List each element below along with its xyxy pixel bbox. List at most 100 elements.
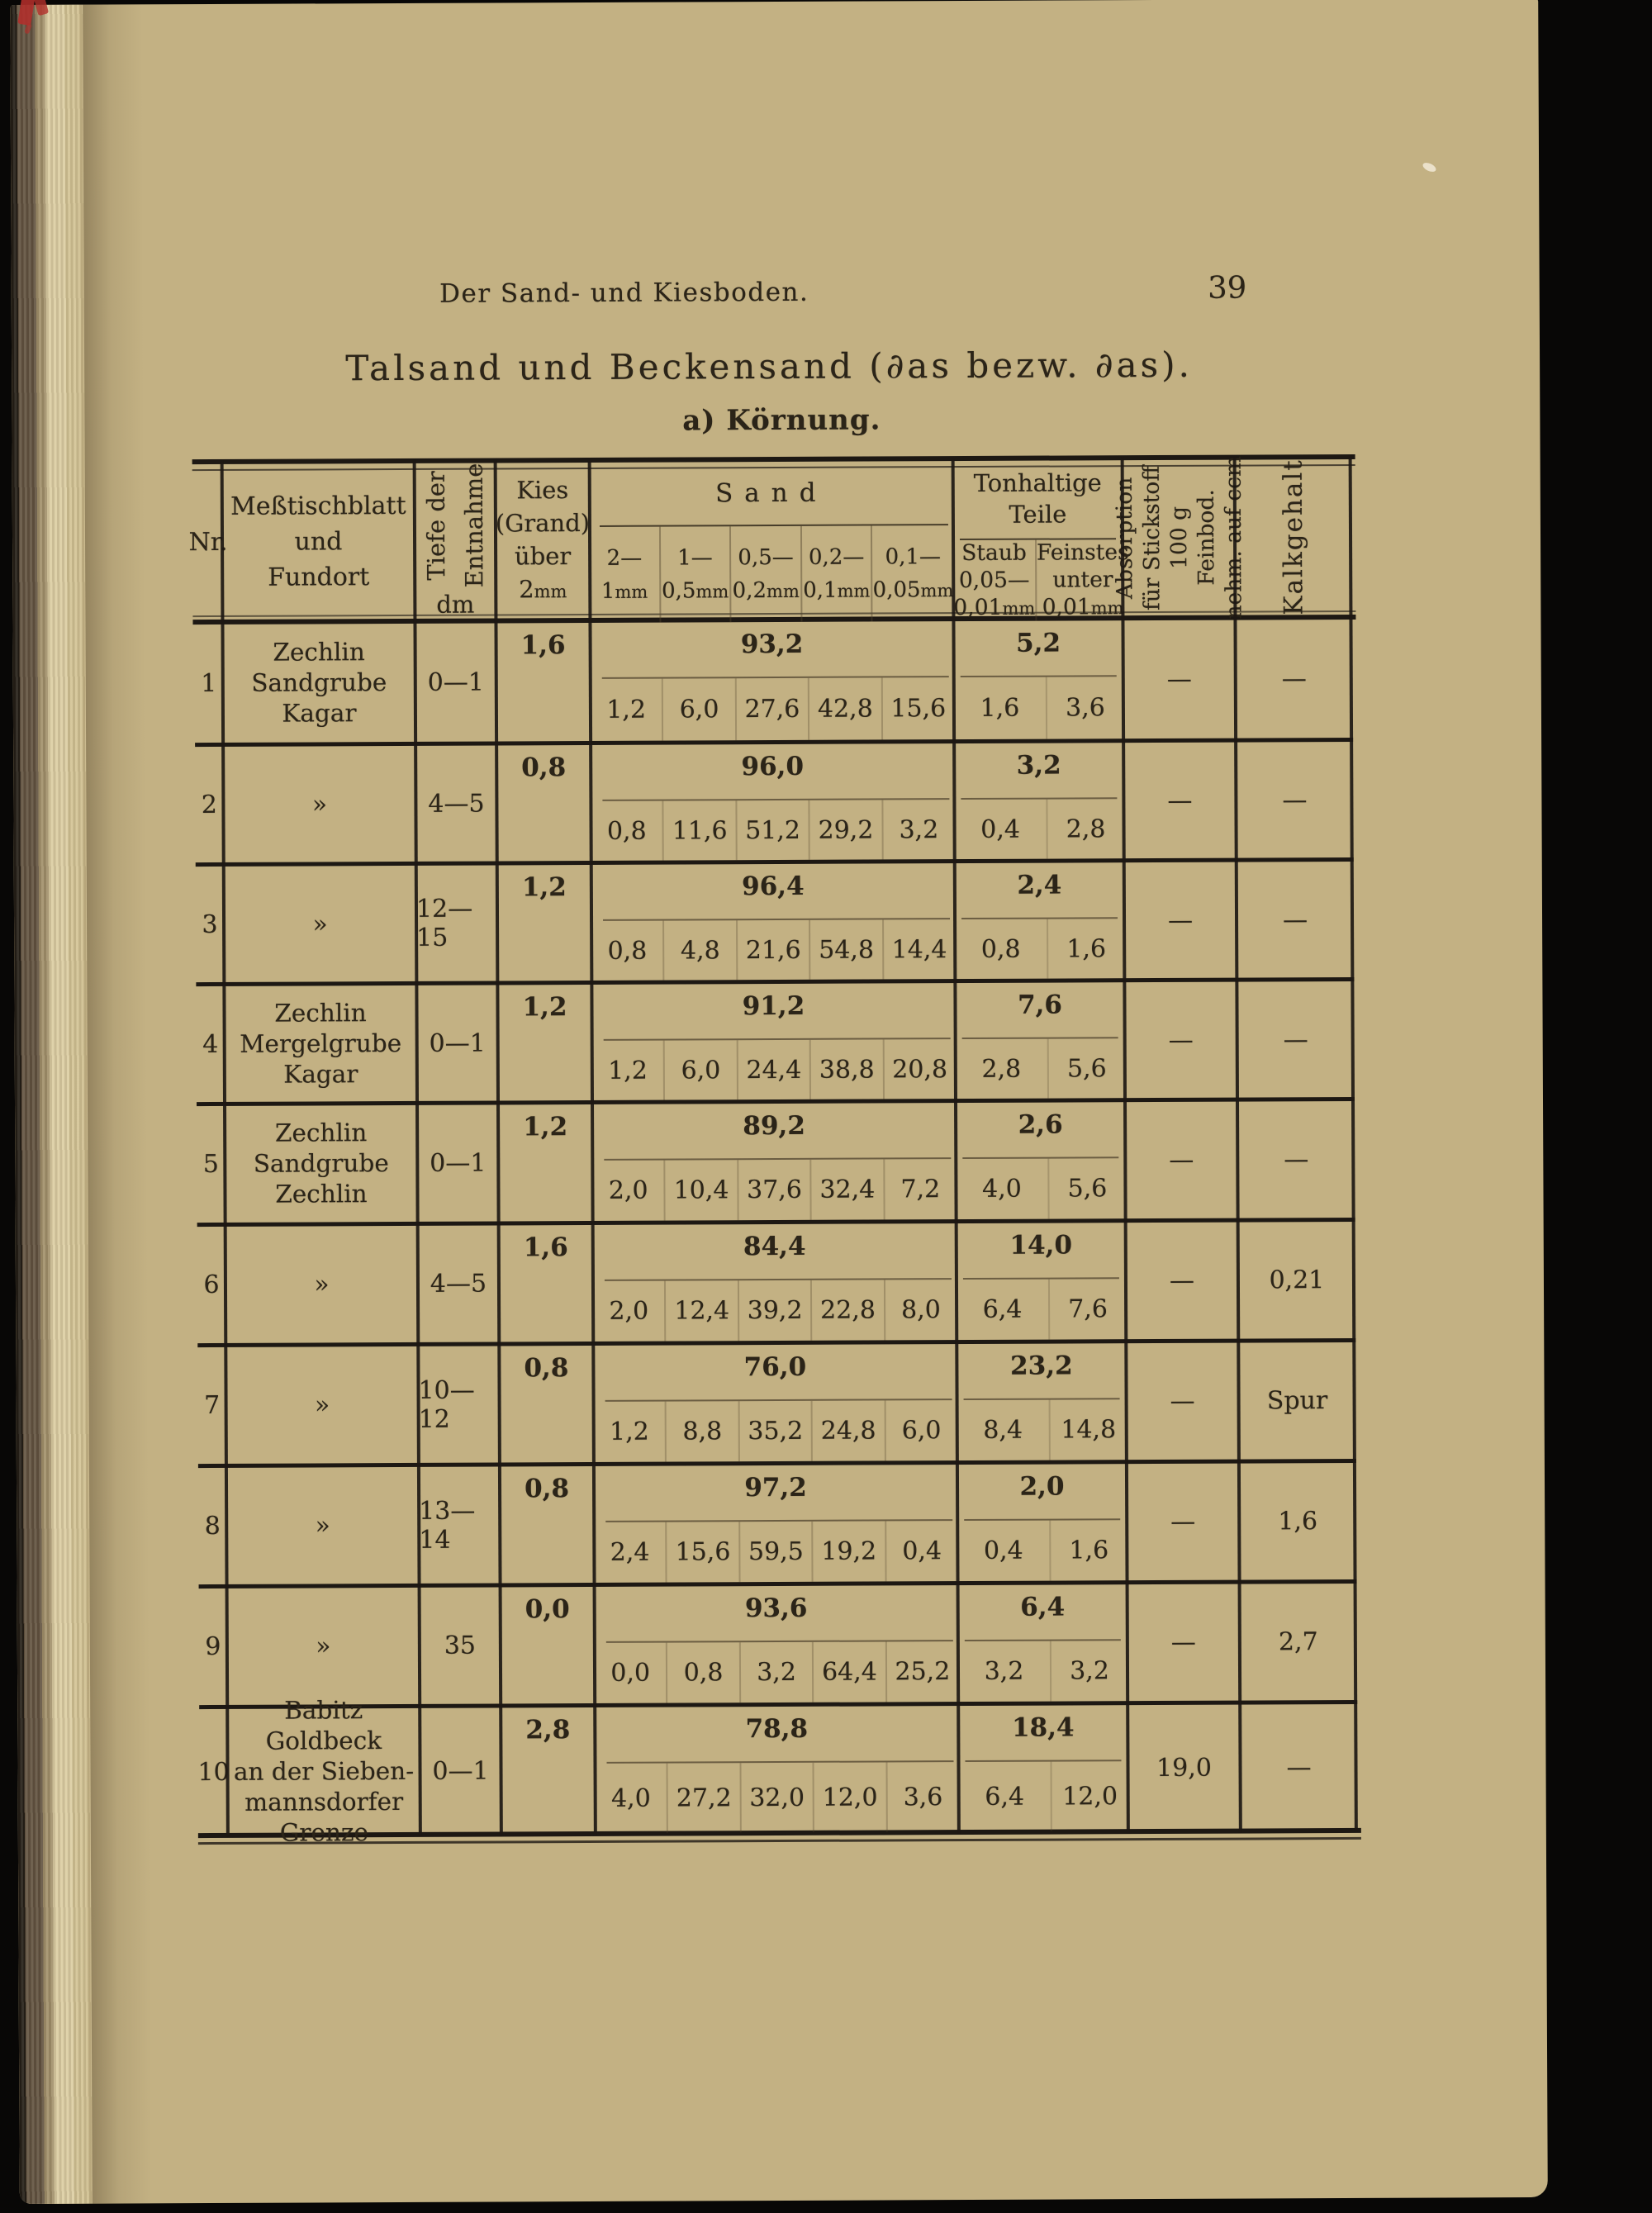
sand-subvalue: 15,6 — [881, 677, 955, 740]
tiefe-cell: 0—1 — [429, 1028, 486, 1058]
tiefe-cell: 0—1 — [430, 1148, 487, 1178]
text-line: Kagar — [283, 1059, 358, 1089]
sand-subvalue: 21,6 — [735, 919, 809, 981]
table-row: 8 » 13—14 0,8 97,2 2,4 15,6 59,5 19,2 0,4 2,… — [197, 1462, 1357, 1589]
header-sand-group: Sand 2— 1mm 1— 0,5mm 0,5— 0,2mm 0,2— 0,1mm 0,1— 0… — [590, 456, 954, 623]
sand-subvalue: 12,4 — [664, 1280, 738, 1342]
fundort-cell: » — [225, 1346, 419, 1464]
fundort-cell: » — [227, 1588, 420, 1705]
sand-subvalue: 54,8 — [809, 919, 882, 980]
table-row: 10 Babitz Goldbeck an der Sieben-mannsdor… — [197, 1696, 1358, 1846]
tiefe-cell: 10—12 — [418, 1375, 475, 1434]
ton-subvalues: 0,4 2,8 — [954, 799, 1124, 859]
grain-table: Nr. Meßtischblatt und Fundort Tiefe der Ent… — [188, 454, 1361, 1855]
sand-subvalue: 27,2 — [666, 1763, 740, 1833]
sand-subvalue: 0,8 — [606, 816, 647, 846]
header-nr: Nr. — [188, 527, 228, 557]
text-line: » — [311, 789, 328, 818]
sand-subvalue: 29,2 — [808, 800, 882, 860]
book-page: Der Sand- und Kiesboden. 39 Talsand und … — [10, 0, 1548, 2205]
kies-cell: 0,0 — [525, 1594, 570, 1625]
sand-subvalue: 3,6 — [885, 1762, 959, 1832]
text-line: über — [514, 541, 572, 570]
ton-subvalue: 14,8 — [1048, 1399, 1127, 1460]
ton-cell: 2,0 0,4 1,6 — [957, 1464, 1127, 1581]
row-number: 10 — [197, 1757, 230, 1787]
sand-subvalue: 0,0 — [610, 1658, 651, 1688]
sand-subvalue: 32,4 — [809, 1159, 884, 1220]
sand-subvalue: 8,8 — [664, 1401, 738, 1462]
ton-subvalue: 3,6 — [1045, 677, 1124, 739]
header-fundort: Meßtischblatt und Fundort — [222, 458, 415, 624]
sand-total: 84,4 — [743, 1231, 806, 1262]
ton-subvalue: 5,6 — [1047, 1158, 1126, 1219]
sand-subvalue: 19,2 — [811, 1521, 885, 1582]
sand-subvalue: 24,4 — [736, 1039, 810, 1100]
tiefe-cell: 12—15 — [415, 894, 473, 952]
fundort-cell: » — [226, 1467, 420, 1584]
text-line: mannsdorfer — [244, 1787, 404, 1816]
ton-total: 18,4 — [1011, 1712, 1075, 1743]
ton-subvalue: 0,8 — [980, 934, 1021, 964]
ton-cell: 3,2 0,4 2,8 — [954, 743, 1124, 859]
kalk-cell: — — [1284, 1145, 1309, 1175]
sand-subcolumn-header: 0,2— 0,1mm — [800, 525, 871, 622]
header-tiefe-rotated: Tiefe der Entnahme — [415, 461, 496, 588]
sand-subvalue: 4,0 — [610, 1783, 651, 1813]
ton-subvalues: 4,0 5,6 — [956, 1158, 1126, 1219]
ton-subvalues: 1,6 3,6 — [954, 677, 1124, 739]
kies-cell: 1,2 — [523, 1112, 568, 1142]
sand-subvalue: 6,0 — [663, 1040, 737, 1100]
text-line: » — [314, 1390, 330, 1419]
ton-subvalue: 8,4 — [983, 1415, 1023, 1445]
kies-cell: 0,8 — [524, 1474, 570, 1504]
sand-cell: 93,2 1,2 6,0 27,6 42,8 15,6 — [590, 621, 955, 741]
sand-subvalues: 0,0 0,8 3,2 64,4 25,2 — [595, 1641, 959, 1703]
sand-subheaders: 2— 1mm 1— 0,5mm 0,5— 0,2mm 0,2— 0,1mm 0,1— 0,05mm — [590, 525, 954, 623]
sand-subvalue: 25,2 — [885, 1641, 959, 1702]
ton-subvalue: 0,4 — [980, 814, 1021, 844]
text-line: 0,5— — [738, 544, 794, 570]
fundort-cell: » — [223, 746, 416, 862]
kalk-cell: — — [1282, 905, 1308, 934]
sand-cell: 96,0 0,8 11,6 51,2 29,2 3,2 — [591, 743, 955, 861]
table-row: 7 » 10—12 0,8 76,0 1,2 8,8 35,2 24,8 6,0 23,… — [197, 1342, 1356, 1469]
sand-subvalue: 59,5 — [738, 1521, 812, 1583]
text-line: für Stickstoff — [1138, 465, 1165, 610]
text-line: 2mm — [519, 574, 567, 603]
kalk-cell: — — [1281, 664, 1307, 694]
sand-cell: 89,2 2,0 10,4 37,6 32,4 7,2 — [592, 1103, 957, 1221]
sand-subvalue: 3,2 — [738, 1641, 813, 1703]
sand-subvalue: 51,2 — [735, 800, 809, 861]
text-line: » — [312, 909, 328, 938]
absorption-cell: — — [1170, 1627, 1196, 1657]
sand-subvalue: 38,8 — [809, 1039, 883, 1099]
sand-total: 96,0 — [741, 751, 805, 782]
ton-total: 2,4 — [1017, 870, 1062, 900]
sand-subvalues: 2,4 15,6 59,5 19,2 0,4 — [594, 1521, 958, 1583]
ton-subvalue: 1,6 — [1049, 1520, 1127, 1581]
sand-subvalue: 1,2 — [610, 1417, 649, 1446]
absorption-cell: — — [1170, 1507, 1196, 1536]
ton-subvalue: 2,8 — [981, 1054, 1022, 1084]
row-number: 9 — [205, 1631, 221, 1662]
sand-subcolumn-header: 1— 0,5mm — [658, 526, 730, 623]
sand-total: 93,6 — [744, 1593, 808, 1624]
text-line: Teile — [1009, 500, 1067, 529]
sand-subcolumn-header: 0,1— 0,05mm — [871, 525, 954, 622]
sand-subvalue: 11,6 — [662, 800, 736, 861]
sand-subvalue: 20,8 — [882, 1039, 957, 1099]
sand-cell: 96,4 0,8 4,8 21,6 54,8 14,4 — [591, 863, 956, 981]
ton-subcolumn-header: Staub 0,05— 0,01mm — [953, 539, 1035, 621]
sand-subvalue: 10,4 — [663, 1160, 738, 1221]
header-kies: Kies (Grand) über 2mm — [496, 458, 591, 623]
kalk-cell: 0,21 — [1269, 1266, 1325, 1295]
ton-total: 14,0 — [1009, 1230, 1073, 1261]
text-line: 0,1— — [885, 544, 942, 569]
sand-subvalue: 64,4 — [812, 1641, 885, 1702]
kies-cell: 1,6 — [523, 1232, 568, 1263]
table-row: 9 » 35 0,0 93,6 0,0 0,8 3,2 64,4 25,2 6,4 3,… — [198, 1583, 1358, 1710]
row-number: 2 — [201, 790, 218, 819]
tiefe-cell: 4—5 — [430, 1269, 487, 1299]
text-line: 0,2mm — [732, 577, 800, 603]
